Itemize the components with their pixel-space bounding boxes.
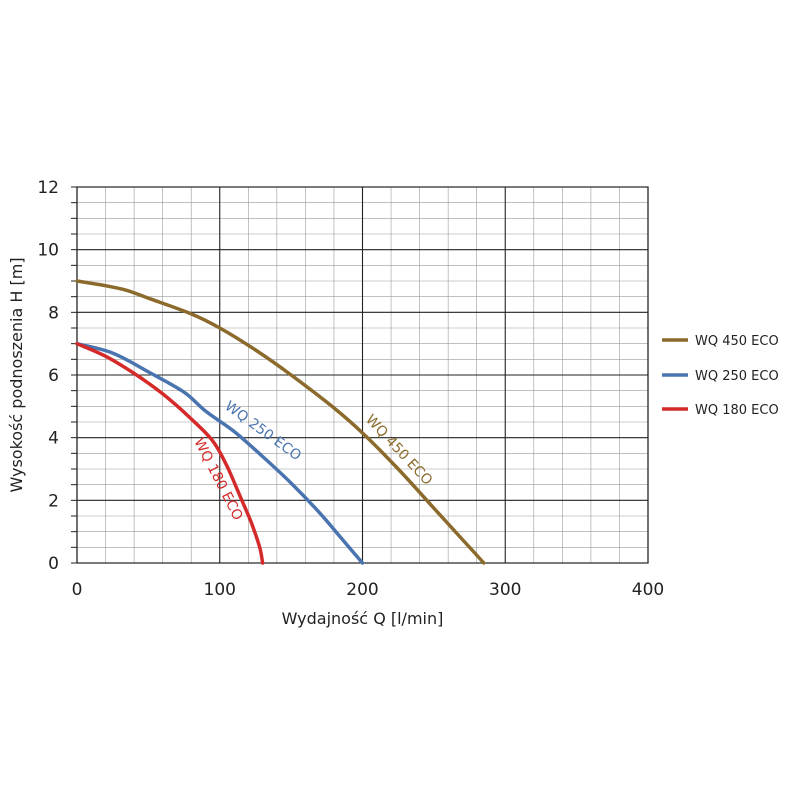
y-axis-title: Wysokość podnoszenia H [m] <box>7 257 26 492</box>
legend-label: WQ 250 ECO <box>695 369 779 384</box>
x-tick-label: 400 <box>632 580 664 600</box>
curve-label: WQ 450 ECO <box>362 412 435 489</box>
series-curves <box>75 279 486 565</box>
x-axis-title: Wydajność Q [l/min] <box>282 609 444 628</box>
y-tick-label: 2 <box>48 491 59 511</box>
y-tick-labels: 0 2 4 6 8 10 12 <box>37 178 59 574</box>
legend-label: WQ 180 ECO <box>695 403 779 418</box>
x-tick-label: 0 <box>72 580 83 600</box>
legend: WQ 450 ECO WQ 250 ECO WQ 180 ECO <box>662 334 779 418</box>
legend-label: WQ 450 ECO <box>695 334 779 349</box>
y-tick-label: 0 <box>48 554 59 574</box>
x-tick-label: 100 <box>204 580 236 600</box>
y-tick-label: 4 <box>48 429 59 449</box>
y-tick-label: 10 <box>37 241 59 261</box>
y-tick-label: 12 <box>37 178 59 198</box>
series-line-1 <box>75 341 365 565</box>
x-tick-label: 300 <box>489 580 521 600</box>
series-line-2 <box>75 341 265 565</box>
x-tick-label: 200 <box>346 580 378 600</box>
series-line-0 <box>75 279 486 565</box>
y-tick-label: 8 <box>48 303 59 323</box>
x-tick-labels: 0 100 200 300 400 <box>72 580 665 600</box>
y-tick-label: 6 <box>48 366 59 386</box>
